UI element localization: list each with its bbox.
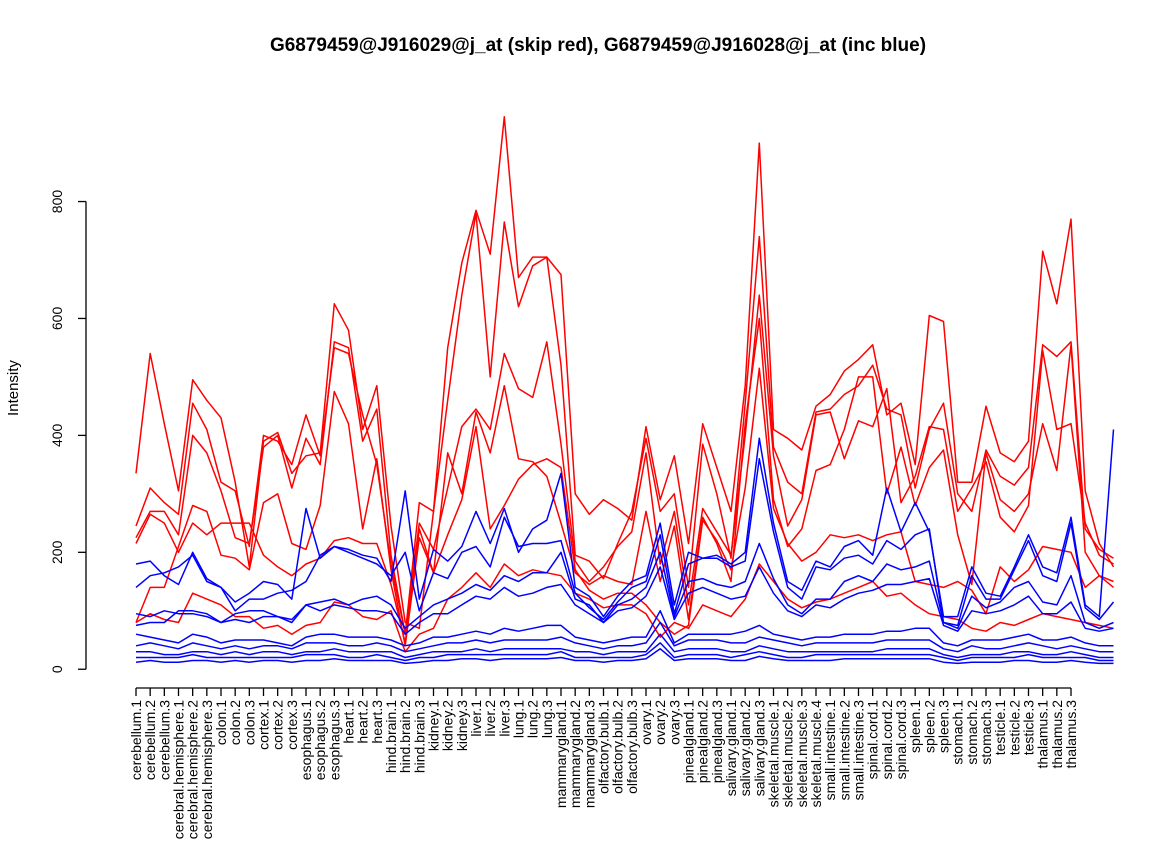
series-line-inc-7 (136, 633, 1114, 659)
series-line-skip-3 (135, 294, 1114, 635)
x-tick-label: cortex.1 (256, 700, 272, 750)
x-tick-label: stomach.2 (964, 700, 980, 765)
x-tick-label: esophagus.2 (312, 700, 328, 780)
x-tick-label: spinal.cord.3 (893, 700, 909, 780)
series-line-inc-1 (135, 429, 1115, 618)
y-axis: 0 200 400 600 800 (49, 190, 87, 673)
x-tick-label: spinal.cord.1 (865, 700, 881, 780)
x-tick-label: spleen.1 (907, 700, 923, 753)
x-tick-label: hind.brain.3 (411, 700, 427, 773)
x-tick-label: ovary.3 (666, 700, 682, 745)
x-tick-label: spinal.cord.2 (879, 700, 895, 780)
x-tick-label: thalamus.2 (1049, 700, 1065, 769)
x-tick-label: spleen.2 (921, 700, 937, 753)
y-tick-label: 0 (49, 665, 65, 673)
x-tick-label: cerebral.hemisphere.3 (199, 700, 215, 840)
x-tick-label: pinealgland.3 (709, 700, 725, 784)
series-line-inc-9 (135, 648, 1114, 665)
x-axis: cerebellum.1cerebellum.2cerebellum.3cere… (128, 687, 1079, 840)
series-line-skip-6 (135, 563, 1114, 653)
x-tick-label: mammarygland.2 (567, 700, 583, 808)
x-tick-label: esophagus.3 (326, 700, 342, 780)
x-tick-label: hind.brain.2 (397, 700, 413, 773)
x-tick-label: skeletal.muscle.1 (766, 700, 782, 808)
y-tick-label: 200 (49, 540, 65, 564)
series-line-skip-1 (135, 116, 1115, 630)
x-tick-label: salivary.gland.3 (751, 700, 767, 796)
x-tick-label: testicle.2 (1006, 700, 1022, 755)
x-tick-label: colon.3 (241, 700, 257, 745)
series-line-skip-4 (135, 317, 1114, 647)
y-tick-label: 800 (49, 190, 65, 214)
x-tick-label: cerebral.hemisphere.1 (171, 700, 187, 840)
y-tick-label: 400 (49, 423, 65, 447)
x-tick-label: heart.1 (341, 700, 357, 744)
x-tick-label: pinealgland.2 (695, 700, 711, 784)
x-tick-label: liver.3 (496, 700, 512, 737)
x-tick-label: cerebral.hemisphere.2 (185, 700, 201, 840)
x-tick-label: testicle.1 (992, 700, 1008, 755)
x-tick-label: liver.2 (482, 700, 498, 737)
x-tick-label: pinealgland.1 (681, 700, 697, 784)
series-line-inc-6 (135, 621, 1114, 653)
x-tick-label: lung.1 (511, 700, 527, 738)
x-tick-label: stomach.3 (978, 700, 994, 765)
x-tick-label: thalamus.3 (1063, 700, 1079, 769)
x-tick-label: mammarygland.3 (581, 700, 597, 808)
series-line-inc-8 (136, 642, 1114, 662)
y-axis-label: Intensity (5, 360, 22, 416)
x-tick-label: kidney.3 (454, 700, 470, 751)
x-tick-label: ovary.1 (638, 700, 654, 745)
x-tick-label: heart.2 (355, 700, 371, 744)
x-tick-label: thalamus.1 (1035, 700, 1051, 769)
series-group (135, 116, 1115, 665)
x-tick-label: small.intestine.2 (836, 700, 852, 801)
x-tick-label: kidney.2 (440, 700, 456, 751)
x-tick-label: spleen.3 (936, 700, 952, 753)
x-tick-label: olfactory.bulb.2 (610, 700, 626, 794)
x-tick-label: colon.2 (227, 700, 243, 745)
y-tick-label: 600 (49, 307, 65, 331)
x-tick-label: skeletal.muscle.2 (780, 700, 796, 808)
series-line-inc-3 (135, 542, 1114, 630)
x-tick-label: testicle.3 (1021, 700, 1037, 755)
x-tick-label: cortex.3 (284, 700, 300, 750)
x-tick-label: colon.1 (213, 700, 229, 745)
x-tick-label: kidney.1 (426, 700, 442, 751)
series-line-skip-2 (135, 212, 1114, 635)
x-tick-label: small.intestine.1 (822, 700, 838, 801)
series-line-skip-5 (135, 367, 1114, 644)
x-tick-label: salivary.gland.2 (737, 700, 753, 796)
x-tick-label: skeletal.muscle.4 (808, 700, 824, 808)
x-tick-label: cortex.2 (270, 700, 286, 750)
x-tick-label: lung.3 (539, 700, 555, 738)
x-tick-label: liver.1 (468, 700, 484, 737)
x-tick-label: small.intestine.3 (851, 700, 867, 801)
series-line-inc-4 (135, 566, 1114, 635)
x-tick-label: lung.2 (525, 700, 541, 738)
series-line-inc-2 (135, 458, 1115, 627)
x-tick-label: ovary.2 (652, 700, 668, 745)
x-tick-label: stomach.1 (950, 700, 966, 765)
x-tick-label: cerebellum.2 (142, 700, 158, 780)
chart-title: G6879459@J916029@j_at (skip red), G68794… (270, 35, 926, 56)
x-tick-label: esophagus.1 (298, 700, 314, 780)
x-tick-label: skeletal.muscle.3 (794, 700, 810, 808)
x-tick-label: olfactory.bulb.1 (596, 700, 612, 794)
x-tick-label: cerebellum.3 (156, 700, 172, 780)
x-tick-label: olfactory.bulb.3 (624, 700, 640, 794)
x-tick-label: hind.brain.1 (383, 700, 399, 773)
x-tick-label: cerebellum.1 (128, 700, 144, 780)
x-tick-label: heart.3 (369, 700, 385, 744)
series-line-inc-5 (135, 610, 1114, 647)
x-tick-label: salivary.gland.1 (723, 700, 739, 796)
x-tick-label: mammarygland.1 (553, 700, 569, 808)
